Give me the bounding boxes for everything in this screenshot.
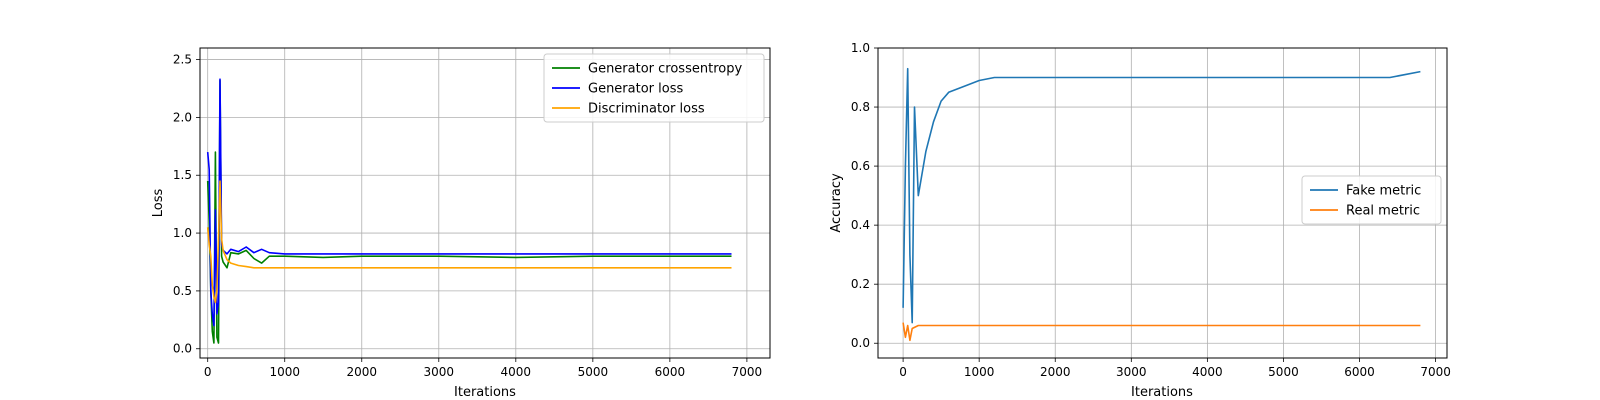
loss-ytick-label: 1.5 bbox=[173, 168, 192, 182]
generator-loss-line bbox=[206, 78, 732, 327]
accuracy-x-axis-label: Iterations bbox=[1131, 385, 1193, 400]
accuracy-xtick-label: 5000 bbox=[1268, 365, 1299, 379]
loss-ytick-label: 0.0 bbox=[173, 342, 192, 356]
accuracy-chart-lines bbox=[902, 67, 1421, 342]
loss-ytick-label: 0.5 bbox=[173, 284, 192, 298]
discriminator-loss-legend-label: Discriminator loss bbox=[588, 102, 705, 117]
fake-metric-line bbox=[902, 67, 1421, 324]
accuracy-xtick-label: 1000 bbox=[964, 365, 995, 379]
loss-chart-lines bbox=[206, 78, 732, 344]
loss-xtick-label: 1000 bbox=[269, 365, 300, 379]
accuracy-chart-frame bbox=[877, 47, 1448, 359]
accuracy-ytick-label: 0.2 bbox=[851, 277, 870, 291]
accuracy-ytick-label: 0.0 bbox=[851, 336, 870, 350]
loss-chart-ticks: 0 1000 2000 3000 4000 5000 6000 7000 0.0 0.5 1.0 1.… bbox=[173, 53, 762, 379]
accuracy-xtick-label: 7000 bbox=[1420, 365, 1451, 379]
loss-xtick-label: 6000 bbox=[655, 365, 686, 379]
loss-ytick-label: 2.5 bbox=[173, 53, 192, 67]
accuracy-ytick-label: 0.6 bbox=[851, 159, 870, 173]
loss-ytick-label: 2.0 bbox=[173, 110, 192, 124]
loss-chart: 0 1000 2000 3000 4000 5000 6000 7000 0.0 0.5 1.0 1.… bbox=[151, 47, 771, 400]
loss-ytick-label: 1.0 bbox=[173, 226, 192, 240]
generator-loss-legend-label: Generator loss bbox=[588, 82, 683, 97]
discriminator-loss-line bbox=[206, 180, 732, 304]
loss-xtick-label: 2000 bbox=[346, 365, 377, 379]
accuracy-xtick-label: 3000 bbox=[1116, 365, 1147, 379]
accuracy-ytick-label: 1.0 bbox=[851, 41, 870, 55]
loss-chart-frame bbox=[199, 47, 771, 359]
accuracy-xtick-label: 6000 bbox=[1344, 365, 1375, 379]
accuracy-chart-ticks: 0 1000 2000 3000 4000 5000 6000 7000 0.0 0.2 0.4 0.… bbox=[851, 41, 1451, 379]
real-metric-line bbox=[902, 322, 1421, 342]
accuracy-xtick-label: 2000 bbox=[1040, 365, 1071, 379]
loss-xtick-label: 7000 bbox=[732, 365, 763, 379]
accuracy-xtick-label: 4000 bbox=[1192, 365, 1223, 379]
loss-legend-box bbox=[543, 53, 765, 123]
accuracy-legend-box bbox=[1301, 175, 1442, 225]
accuracy-ytick-label: 0.8 bbox=[851, 100, 870, 114]
accuracy-ytick-label: 0.4 bbox=[851, 218, 870, 232]
accuracy-xtick-label: 0 bbox=[899, 365, 907, 379]
accuracy-legend: Fake metric Real metric bbox=[1301, 175, 1442, 225]
real-metric-legend-label: Real metric bbox=[1346, 204, 1420, 219]
loss-xtick-label: 4000 bbox=[501, 365, 532, 379]
loss-xtick-label: 5000 bbox=[578, 365, 609, 379]
loss-xtick-label: 3000 bbox=[424, 365, 455, 379]
accuracy-chart: 0 1000 2000 3000 4000 5000 6000 7000 0.0 0.2 0.4 0.… bbox=[829, 41, 1451, 400]
fake-metric-legend-label: Fake metric bbox=[1346, 184, 1421, 199]
loss-x-axis-label: Iterations bbox=[454, 385, 516, 400]
accuracy-y-axis-label: Accuracy bbox=[829, 173, 844, 233]
generator-crossentropy-legend-label: Generator crossentropy bbox=[588, 62, 742, 77]
loss-y-axis-label: Loss bbox=[151, 189, 166, 218]
loss-xtick-label: 0 bbox=[204, 365, 212, 379]
loss-legend: Generator crossentropy Generator loss Disc… bbox=[543, 53, 765, 123]
